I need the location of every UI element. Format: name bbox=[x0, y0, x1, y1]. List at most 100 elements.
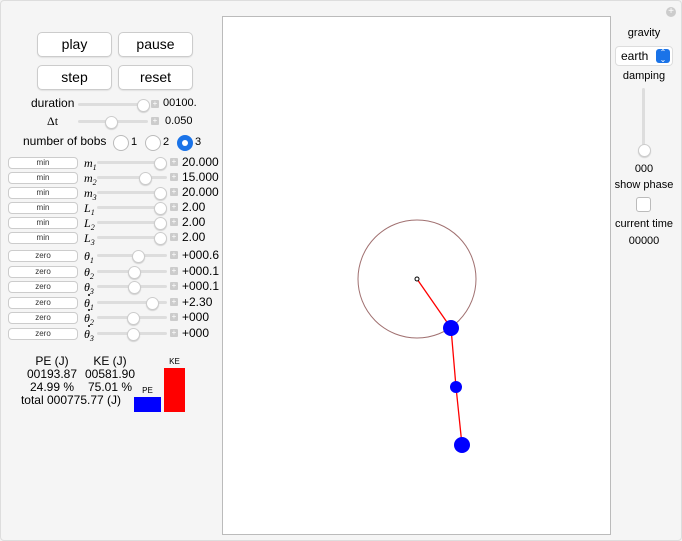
plus-icon[interactable]: + bbox=[151, 116, 159, 125]
variable-symbol: θ bbox=[84, 265, 90, 279]
plus-icon[interactable]: + bbox=[170, 217, 178, 226]
slider-knob[interactable] bbox=[638, 144, 651, 157]
slider-knob[interactable] bbox=[154, 217, 167, 230]
angles-slider[interactable] bbox=[97, 281, 167, 294]
plus-icon[interactable]: + bbox=[170, 250, 178, 259]
gravity-select[interactable]: earth ⌃ ⌄ bbox=[615, 46, 673, 66]
dot-accent bbox=[88, 309, 90, 311]
zero-button[interactable]: zero bbox=[8, 281, 78, 293]
variable-subscript: 1 bbox=[90, 208, 95, 217]
params-value: 2.00 bbox=[182, 215, 206, 229]
dt-slider[interactable] bbox=[78, 116, 148, 129]
slider-knob[interactable] bbox=[128, 281, 141, 294]
plus-icon[interactable]: + bbox=[170, 281, 178, 290]
dot-accent bbox=[88, 325, 90, 327]
min-button[interactable]: min bbox=[8, 217, 78, 229]
dt-value: 0.050 bbox=[165, 115, 193, 127]
params-slider[interactable] bbox=[97, 172, 167, 185]
bobs-radio-2[interactable] bbox=[145, 135, 161, 151]
bob-2[interactable] bbox=[450, 381, 462, 393]
plus-icon[interactable]: + bbox=[170, 297, 178, 306]
zero-button[interactable]: zero bbox=[8, 297, 78, 309]
variable-symbol: L bbox=[84, 216, 91, 230]
duration-slider[interactable] bbox=[78, 99, 150, 112]
angles-slider[interactable] bbox=[97, 266, 167, 279]
pendulum-rods bbox=[416, 278, 463, 446]
bob-3[interactable] bbox=[454, 437, 470, 453]
show-phase-checkbox[interactable] bbox=[636, 197, 651, 212]
slider-knob[interactable] bbox=[127, 328, 140, 341]
plus-icon[interactable]: + bbox=[151, 99, 159, 108]
zero-button[interactable]: zero bbox=[8, 328, 78, 340]
pe-header: PE (J) bbox=[35, 354, 69, 368]
plus-icon[interactable]: + bbox=[170, 202, 178, 211]
angles-slider[interactable] bbox=[97, 328, 167, 341]
params-slider[interactable] bbox=[97, 157, 167, 170]
variable-subscript: 3 bbox=[92, 193, 97, 202]
plus-icon[interactable]: + bbox=[170, 312, 178, 321]
params-slider[interactable] bbox=[97, 202, 167, 215]
params-slider[interactable] bbox=[97, 187, 167, 200]
params-slider[interactable] bbox=[97, 217, 167, 230]
slider-knob[interactable] bbox=[154, 157, 167, 170]
min-button[interactable]: min bbox=[8, 202, 78, 214]
min-button[interactable]: min bbox=[8, 232, 78, 244]
min-button[interactable]: min bbox=[8, 187, 78, 199]
params-slider[interactable] bbox=[97, 232, 167, 245]
zero-button[interactable]: zero bbox=[8, 266, 78, 278]
step-button[interactable]: step bbox=[37, 65, 112, 90]
bobs-label: number of bobs bbox=[23, 134, 107, 148]
variable-symbol: θ bbox=[84, 296, 90, 310]
slider-knob[interactable] bbox=[139, 172, 152, 185]
dt-label: Δt bbox=[47, 115, 58, 127]
slider-knob[interactable] bbox=[105, 116, 118, 129]
angles-slider[interactable] bbox=[97, 250, 167, 263]
params-value: 20.000 bbox=[182, 185, 219, 199]
variable-symbol: θ bbox=[84, 327, 90, 341]
show-phase-label: show phase bbox=[614, 179, 674, 191]
variable-subscript: 3 bbox=[90, 238, 95, 247]
angles-value: +2.30 bbox=[182, 295, 213, 309]
bob-1[interactable] bbox=[443, 320, 459, 336]
pe-value: 00193.87 bbox=[26, 367, 78, 381]
variable-symbol: θ bbox=[84, 249, 90, 263]
damping-slider[interactable] bbox=[638, 88, 651, 157]
angles-value: +000 bbox=[182, 326, 210, 340]
angles-variable-label: θ3 bbox=[84, 281, 94, 296]
min-button[interactable]: min bbox=[8, 157, 78, 169]
bobs-radio-3[interactable] bbox=[177, 135, 193, 151]
slider-knob[interactable] bbox=[132, 250, 145, 263]
slider-knob[interactable] bbox=[154, 232, 167, 245]
plus-icon[interactable]: + bbox=[170, 328, 178, 337]
bobs-radio-1[interactable] bbox=[113, 135, 129, 151]
variable-symbol: θ bbox=[84, 311, 90, 325]
slider-knob[interactable] bbox=[146, 297, 159, 310]
plus-icon[interactable]: + bbox=[170, 157, 178, 166]
variable-subscript: 2 bbox=[92, 178, 97, 187]
angles-variable-label: θ2 bbox=[84, 265, 94, 281]
play-button[interactable]: play bbox=[37, 32, 112, 57]
angles-slider[interactable] bbox=[97, 297, 167, 310]
expand-icon[interactable]: + bbox=[666, 7, 676, 17]
ke-percent: 75.01 % bbox=[87, 380, 133, 394]
slider-knob[interactable] bbox=[137, 99, 150, 112]
min-button[interactable]: min bbox=[8, 172, 78, 184]
slider-knob[interactable] bbox=[127, 312, 140, 325]
reset-button[interactable]: reset bbox=[118, 65, 193, 90]
variable-subscript: 3 bbox=[89, 287, 94, 296]
zero-button[interactable]: zero bbox=[8, 250, 78, 262]
pause-button[interactable]: pause bbox=[118, 32, 193, 57]
plus-icon[interactable]: + bbox=[170, 172, 178, 181]
angles-slider[interactable] bbox=[97, 312, 167, 325]
variable-subscript: 2 bbox=[90, 223, 95, 232]
plus-icon[interactable]: + bbox=[170, 187, 178, 196]
zero-button[interactable]: zero bbox=[8, 312, 78, 324]
select-chevron-icon: ⌃ ⌄ bbox=[656, 49, 670, 64]
params-value: 2.00 bbox=[182, 200, 206, 214]
slider-knob[interactable] bbox=[154, 187, 167, 200]
slider-knob[interactable] bbox=[128, 266, 141, 279]
slider-knob[interactable] bbox=[154, 202, 167, 215]
pe-bar bbox=[134, 397, 161, 412]
plus-icon[interactable]: + bbox=[170, 232, 178, 241]
plus-icon[interactable]: + bbox=[170, 266, 178, 275]
